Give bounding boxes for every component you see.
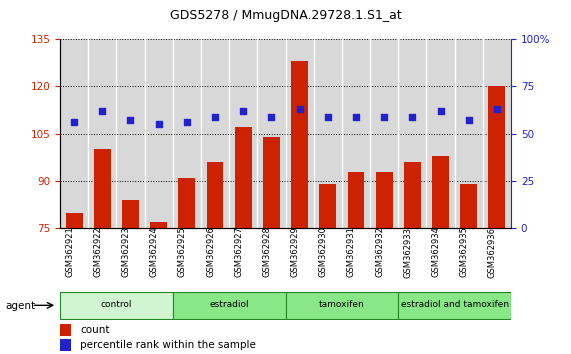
Point (351, 114, 360, 119)
Bar (173, 39, 201, 228)
Point (211, 114, 220, 119)
Bar (116, 39, 144, 228)
Bar (201, 39, 229, 228)
Point (380, 114, 389, 119)
Bar (60, 339, 71, 352)
Point (464, 118, 473, 123)
Bar (348, 172, 364, 228)
Point (70, 119, 79, 125)
Bar (370, 39, 399, 228)
Point (98, 108, 107, 114)
Text: GSM362933: GSM362933 (403, 227, 412, 278)
Bar (291, 61, 308, 228)
FancyBboxPatch shape (399, 292, 511, 319)
Bar (342, 39, 370, 228)
Bar (122, 200, 139, 228)
Text: control: control (100, 300, 132, 309)
Point (323, 114, 332, 119)
Bar (432, 156, 449, 228)
Text: agent: agent (6, 301, 36, 311)
Bar (229, 39, 258, 228)
Bar (88, 39, 116, 228)
Text: GSM362921: GSM362921 (65, 227, 74, 277)
Point (154, 121, 163, 127)
Point (126, 118, 135, 123)
Text: estradiol and tamoxifen: estradiol and tamoxifen (401, 300, 509, 309)
Text: percentile rank within the sample: percentile rank within the sample (81, 341, 256, 350)
Point (492, 106, 501, 112)
Bar (460, 184, 477, 228)
Text: count: count (81, 325, 110, 336)
FancyBboxPatch shape (173, 292, 286, 319)
Text: GSM362924: GSM362924 (150, 227, 159, 277)
Bar (235, 127, 252, 228)
Bar (313, 39, 342, 228)
Bar (207, 162, 223, 228)
Bar (94, 149, 111, 228)
Bar (319, 184, 336, 228)
FancyBboxPatch shape (286, 292, 399, 319)
Text: GSM362923: GSM362923 (122, 227, 130, 278)
Text: GSM362931: GSM362931 (347, 227, 356, 278)
Bar (286, 39, 313, 228)
Bar (376, 172, 393, 228)
Bar (404, 162, 421, 228)
Point (239, 108, 248, 114)
Bar (60, 324, 71, 336)
Point (267, 114, 276, 119)
Text: GSM362929: GSM362929 (291, 227, 300, 277)
Bar (66, 212, 83, 228)
Bar (489, 86, 505, 228)
Point (182, 119, 191, 125)
Text: GDS5278 / MmugDNA.29728.1.S1_at: GDS5278 / MmugDNA.29728.1.S1_at (170, 9, 401, 22)
Bar (263, 137, 280, 228)
Text: GSM362925: GSM362925 (178, 227, 187, 277)
Text: GSM362932: GSM362932 (375, 227, 384, 278)
Point (408, 114, 417, 119)
Bar (258, 39, 286, 228)
Text: tamoxifen: tamoxifen (319, 300, 365, 309)
Text: GSM362927: GSM362927 (234, 227, 243, 278)
Bar (427, 39, 455, 228)
Bar (150, 222, 167, 228)
Bar (455, 39, 483, 228)
Bar (144, 39, 173, 228)
Bar (483, 39, 511, 228)
Text: GSM362922: GSM362922 (93, 227, 102, 277)
Text: GSM362928: GSM362928 (263, 227, 271, 278)
Bar (60, 39, 88, 228)
Text: GSM362934: GSM362934 (432, 227, 441, 278)
Bar (399, 39, 427, 228)
Text: estradiol: estradiol (210, 300, 249, 309)
Point (436, 108, 445, 114)
Bar (178, 178, 195, 228)
Text: GSM362935: GSM362935 (460, 227, 469, 278)
Text: GSM362926: GSM362926 (206, 227, 215, 278)
Text: GSM362936: GSM362936 (488, 227, 497, 278)
Text: GSM362930: GSM362930 (319, 227, 328, 278)
FancyBboxPatch shape (60, 292, 173, 319)
Point (295, 106, 304, 112)
